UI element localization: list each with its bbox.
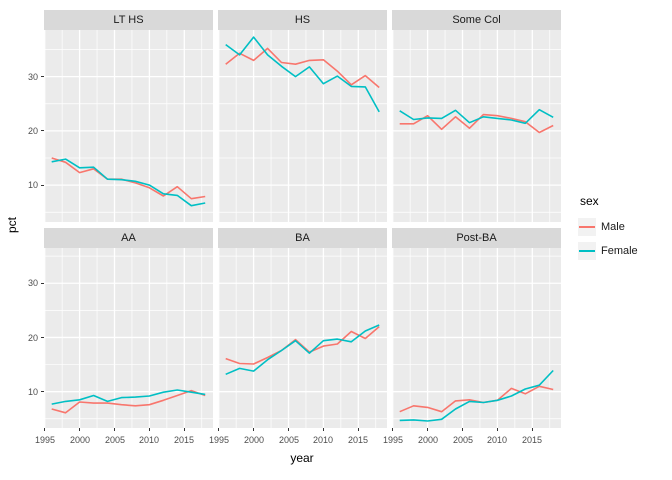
panel-lths <box>44 30 213 222</box>
legend-label-female: Female <box>601 245 638 257</box>
y-tick-label: 10 <box>27 180 38 190</box>
panel-hs <box>218 30 387 222</box>
axis-tick-mark <box>218 428 220 431</box>
legend-entry-female: Female <box>578 242 668 260</box>
axis-tick-mark <box>114 428 115 431</box>
male-line-key-icon <box>578 218 596 236</box>
axis-tick-mark <box>253 428 255 431</box>
x-tick-label: 2005 <box>452 435 474 445</box>
x-tick-label: 2000 <box>417 435 439 445</box>
x-tick-label: 1995 <box>34 435 56 445</box>
x-tick-label: 1995 <box>208 435 230 445</box>
line-hs-male <box>225 47 380 89</box>
axis-tick-mark <box>148 428 150 431</box>
x-tick-label: 1995 <box>382 435 404 445</box>
x-tick-label: 2000 <box>243 435 265 445</box>
facet-strip-lths: LT HS <box>44 10 213 30</box>
facet-strip-somecol: Some Col <box>392 10 561 30</box>
axis-tick-mark <box>41 130 44 132</box>
line-some-col-male <box>399 113 554 134</box>
x-tick-label: 2010 <box>312 435 334 445</box>
line-post-ba-female <box>399 369 554 422</box>
y-tick-label: 30 <box>27 72 38 82</box>
x-tick-label: 2010 <box>486 435 508 445</box>
y-tick-label: 20 <box>27 333 38 343</box>
facet-strip-aa: AA <box>44 228 213 248</box>
panel-ba <box>218 248 387 428</box>
x-tick-label: 2005 <box>278 435 300 445</box>
line-ba-female <box>225 324 380 376</box>
axis-tick-mark <box>357 428 359 431</box>
line-aa-female <box>51 389 206 405</box>
panel-aa <box>44 248 213 428</box>
axis-tick-mark <box>41 391 44 393</box>
axis-tick-mark <box>183 428 185 431</box>
x-tick-label: 2010 <box>138 435 160 445</box>
axis-tick-mark <box>496 428 498 431</box>
y-tick-label: 20 <box>27 126 38 136</box>
axis-tick-mark <box>44 428 46 431</box>
line-ba-male <box>225 325 380 365</box>
axis-tick-mark <box>322 428 324 431</box>
y-tick-label: 30 <box>27 278 38 288</box>
axis-tick-mark <box>41 76 44 78</box>
axis-tick-mark <box>41 282 44 284</box>
facet-strip-postba: Post-BA <box>392 228 561 248</box>
axis-tick-mark <box>41 184 44 186</box>
x-tick-label: 2015 <box>521 435 543 445</box>
legend-title: sex <box>580 194 599 208</box>
line-hs-female <box>225 36 380 113</box>
facet-strip-hs: HS <box>218 10 387 30</box>
axis-tick-mark <box>288 428 289 431</box>
x-tick-label: 2005 <box>104 435 126 445</box>
x-tick-label: 2015 <box>347 435 369 445</box>
line-post-ba-male <box>399 385 554 413</box>
axis-tick-mark <box>392 428 394 431</box>
line-some-col-female <box>399 108 554 125</box>
x-tick-label: 2000 <box>69 435 91 445</box>
x-tick-label: 2015 <box>173 435 195 445</box>
x-axis-title: year <box>290 451 314 465</box>
line-lt-hs-female <box>51 158 206 207</box>
axis-tick-mark <box>531 428 533 431</box>
axis-tick-mark <box>427 428 429 431</box>
y-axis-title: pct <box>5 217 19 234</box>
line-aa-male <box>51 389 206 414</box>
panel-somecol <box>392 30 561 222</box>
y-tick-label: 10 <box>27 387 38 397</box>
legend: sex Male Female <box>578 194 668 266</box>
axis-tick-mark <box>41 336 44 338</box>
legend-label-male: Male <box>601 221 625 233</box>
panel-postba <box>392 248 561 428</box>
axis-tick-mark <box>462 428 463 431</box>
axis-tick-mark <box>79 428 81 431</box>
facet-strip-ba: BA <box>218 228 387 248</box>
female-line-key-icon <box>578 242 596 260</box>
legend-entry-male: Male <box>578 218 668 236</box>
